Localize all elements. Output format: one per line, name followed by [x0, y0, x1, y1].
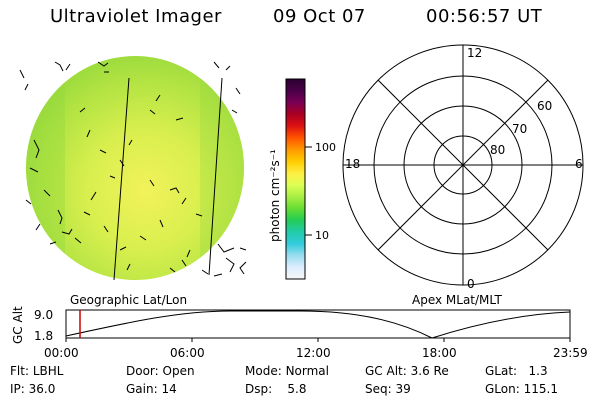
mlat-label-80: 80 — [490, 143, 505, 157]
mlt-label-6: 6 — [575, 157, 583, 171]
altitude-xtick: 06:00 — [170, 346, 205, 360]
mlt-label-12: 12 — [467, 46, 482, 60]
altitude-xtick: 23:59 — [553, 346, 588, 360]
colorbar-unit-label: photon cm⁻²s⁻¹ — [268, 149, 282, 242]
colorbar: 100 10 photon cm⁻²s⁻¹ — [268, 78, 336, 280]
altitude-ymin: 1.8 — [34, 329, 53, 343]
status-ip: IP: 36.0 — [10, 382, 56, 396]
status-dsp: Dsp: 5.8 — [245, 382, 307, 396]
altitude-xtick: 12:00 — [296, 346, 331, 360]
meridian-line — [208, 77, 223, 276]
colorbar-tick: 100 — [315, 141, 336, 154]
mlat-label-70: 70 — [512, 122, 527, 136]
mlat-label-60: 60 — [537, 99, 552, 113]
status-flt: Flt: LBHL — [10, 364, 64, 378]
altitude-ylabel: GC Alt — [11, 306, 25, 344]
geo-panel-label: Geographic Lat/Lon — [70, 293, 187, 307]
uv-image — [19, 56, 247, 281]
status-door: Door: Open — [126, 364, 195, 378]
instrument-title: Ultraviolet Imager — [50, 6, 222, 27]
colorbar-tick: 10 — [315, 229, 329, 242]
meridian-line — [113, 77, 130, 281]
altitude-ymax: 9.0 — [34, 308, 53, 322]
mlt-label-0: 0 — [467, 277, 475, 291]
status-mode: Mode: Normal — [245, 364, 329, 378]
coastlines — [19, 61, 247, 277]
status-glat: GLat: 1.3 — [485, 364, 548, 378]
mlt-label-18: 18 — [345, 157, 360, 171]
altitude-plot — [65, 309, 571, 342]
altitude-xtick: 00:00 — [44, 346, 79, 360]
status-gain: Gain: 14 — [126, 382, 177, 396]
polar-plot — [342, 44, 584, 286]
altitude-curve — [65, 310, 571, 339]
status-gcalt: GC Alt: 3.6 Re — [365, 364, 449, 378]
status-glon: GLon: 115.1 — [485, 382, 558, 396]
altitude-xtick: 18:00 — [422, 346, 457, 360]
polar-panel-label: Apex MLat/MLT — [412, 293, 502, 307]
date-label: 09 Oct 07 — [273, 6, 366, 27]
time-label: 00:56:57 UT — [426, 6, 543, 27]
status-seq: Seq: 39 — [365, 382, 411, 396]
